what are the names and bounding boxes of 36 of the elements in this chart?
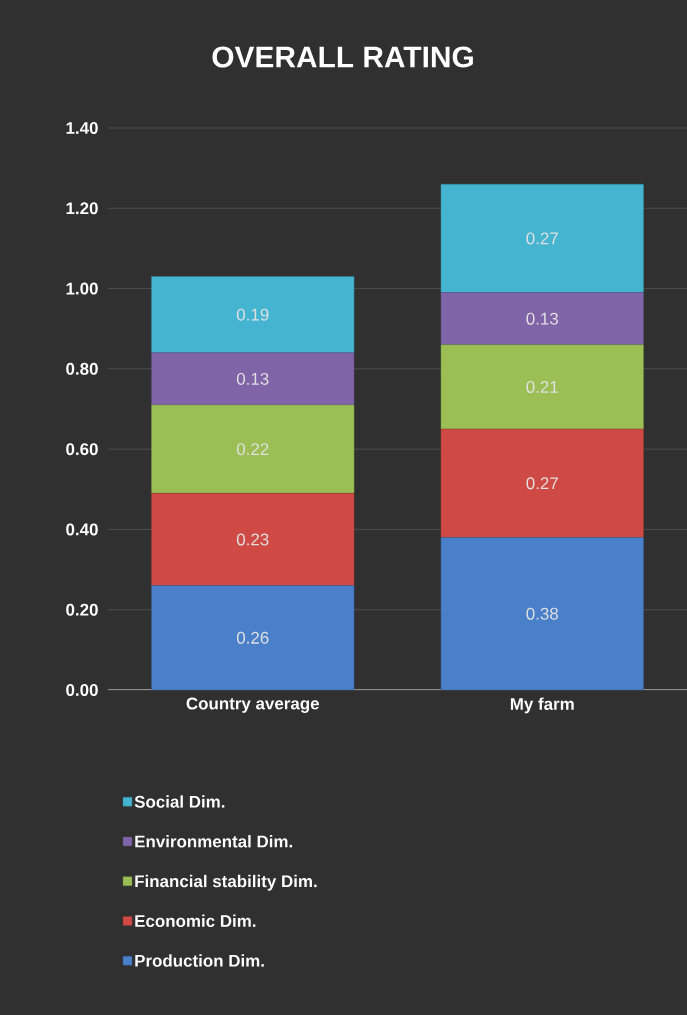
bar: [440, 183, 644, 293]
data-label: 0.21: [526, 380, 558, 393]
data-label: 0.23: [236, 533, 269, 546]
y-tick-label: 0.60: [65, 443, 98, 456]
data-label: 0.27: [526, 477, 558, 490]
y-tick-label: 1.40: [66, 121, 98, 134]
data-label: 0.19: [236, 308, 269, 321]
x-tick-label: Country average: [186, 697, 319, 713]
y-tick-label: 0.80: [65, 362, 98, 375]
legend-label: Environmental Dim.: [135, 835, 292, 848]
data-label: 0.22: [236, 443, 269, 456]
bar: [440, 292, 644, 345]
bar: [151, 493, 355, 586]
y-tick-label: 1.20: [66, 202, 98, 215]
data-label: 0.13: [236, 372, 269, 385]
legend-label: Social Dim.: [134, 795, 225, 808]
y-tick-label: 0.40: [65, 523, 98, 536]
bar: [440, 428, 644, 538]
legend-label: Economic Dim.: [135, 914, 256, 928]
chart-title: OVERALL RATING: [212, 46, 473, 68]
bar: [151, 276, 355, 353]
y-tick-label: 0.00: [65, 684, 98, 696]
y-tick-label: 1.00: [66, 282, 98, 295]
bar: [151, 352, 355, 406]
legend-label: Production Dim.: [135, 954, 264, 967]
x-tick-label: My farm: [510, 697, 574, 714]
bar: [440, 344, 644, 430]
data-label: 0.13: [526, 312, 558, 325]
bar: [440, 537, 644, 690]
bar: [151, 404, 355, 494]
data-label: 0.38: [526, 607, 558, 620]
y-tick-label: 0.20: [65, 603, 98, 616]
bar: [151, 585, 355, 690]
data-label: 0.26: [236, 631, 269, 644]
data-label: 0.27: [526, 232, 558, 245]
legend-label: Financial stability Dim.: [135, 874, 317, 891]
